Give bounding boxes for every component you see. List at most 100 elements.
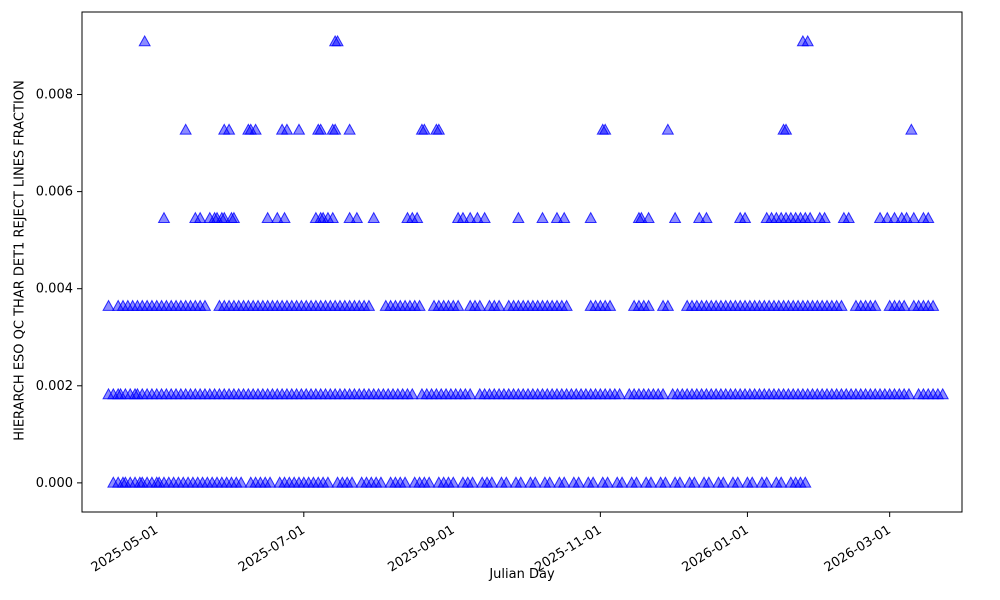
data-point-triangle [261,211,274,224]
data-point-triangle [500,476,513,488]
data-point-triangle [314,123,327,135]
data-point-triangle [451,299,465,311]
data-point-triangle [234,476,248,488]
data-point-triangle [398,476,412,488]
data-point-triangle [512,211,525,224]
data-point-triangle [668,211,682,224]
data-point-triangle [466,476,479,488]
data-point-triangle [345,476,359,488]
y-tick-label: 0.006 [36,185,73,200]
data-point-triangle [572,476,585,488]
data-point-triangle [326,211,339,224]
data-point-triangle [557,211,571,224]
data-point-triangle [803,211,817,224]
data-point-triangle [818,211,831,224]
data-point-triangle [673,476,687,488]
data-point-triangle [801,34,814,47]
data-point-triangle [907,211,921,224]
y-tick-label: 0.004 [36,282,73,297]
data-point-triangle [717,476,730,488]
data-point-triangle [598,123,612,135]
data-point-triangle [280,123,294,135]
data-point-triangle [700,211,713,224]
data-point-triangle [292,123,306,135]
data-point-triangle [902,387,916,400]
data-point-triangle [514,476,528,488]
data-point-triangle [473,299,487,311]
data-point-triangle [868,299,882,311]
data-point-triangle [746,476,759,488]
data-point-triangle [492,299,506,311]
data-point-triangle [227,211,241,224]
data-point-triangle [659,476,672,488]
data-point-triangle [731,476,745,488]
data-point-triangle [263,476,277,488]
data-point-triangle [418,123,431,135]
data-point-triangle [367,211,380,224]
y-axis-label: HIERARCH ESO QC THAR DET1 REJECT LINES F… [12,80,28,441]
data-point-triangle [138,34,151,47]
data-point-triangle [102,299,115,311]
axes-frame [81,11,963,513]
data-point-triangle [905,123,918,135]
data-point-triangle [560,299,573,311]
data-point-triangle [613,387,626,400]
data-point-triangle [936,387,949,400]
data-point-triangle [343,123,356,135]
data-point-triangle [222,123,236,135]
data-point-triangle [642,211,655,224]
data-point-triangle [615,476,629,488]
y-tick-label: 0.008 [36,88,73,103]
data-point-triangle [157,211,171,224]
data-point-triangle [350,211,364,224]
data-point-triangle [586,476,600,488]
data-point-triangle [193,211,207,224]
y-tick-label: 0.002 [36,379,73,394]
data-point-triangle [331,34,344,47]
data-point-triangle [688,476,701,488]
data-point-triangle [642,299,655,311]
data-point-triangle [584,211,597,224]
data-point-triangle [835,299,848,311]
data-point-triangle [774,476,788,488]
data-point-triangle [432,123,446,135]
data-point-triangle [603,299,617,311]
data-point-triangle [529,476,542,488]
data-point-triangle [661,123,675,135]
data-point-triangle [601,476,614,488]
data-point-triangle [410,211,424,224]
data-point-triangle [478,211,491,224]
data-point-triangle [485,476,499,488]
data-point-triangle [922,211,935,224]
data-point-triangle [760,476,773,488]
data-point-triangle [630,476,643,488]
data-point-triangle [543,476,556,488]
data-point-triangle [249,123,262,135]
data-point-triangle [842,211,855,224]
data-point-triangle [779,123,793,135]
data-point-triangle [702,476,716,488]
data-point-triangle [422,476,436,488]
data-point-triangle [328,123,342,135]
data-point-triangle [661,299,675,311]
data-point-triangle [198,299,212,311]
data-point-triangle [557,476,571,488]
data-point-triangle [897,299,911,311]
data-point-triangle [799,476,812,488]
data-point-triangle [447,476,460,488]
data-point-triangle [644,476,658,488]
data-point-triangle [738,211,752,224]
data-point-triangle [362,299,376,311]
data-point-triangle [179,123,192,135]
data-point-triangle [374,476,388,488]
data-point-triangle [278,211,291,224]
data-point-triangle [406,387,419,400]
x-axis-label: Julian Day [489,567,555,582]
data-point-triangle [413,299,426,311]
data-point-triangle [536,211,549,224]
y-tick-label: 0.000 [36,476,73,491]
data-point-triangle [926,299,940,311]
data-point-triangle [463,387,477,400]
